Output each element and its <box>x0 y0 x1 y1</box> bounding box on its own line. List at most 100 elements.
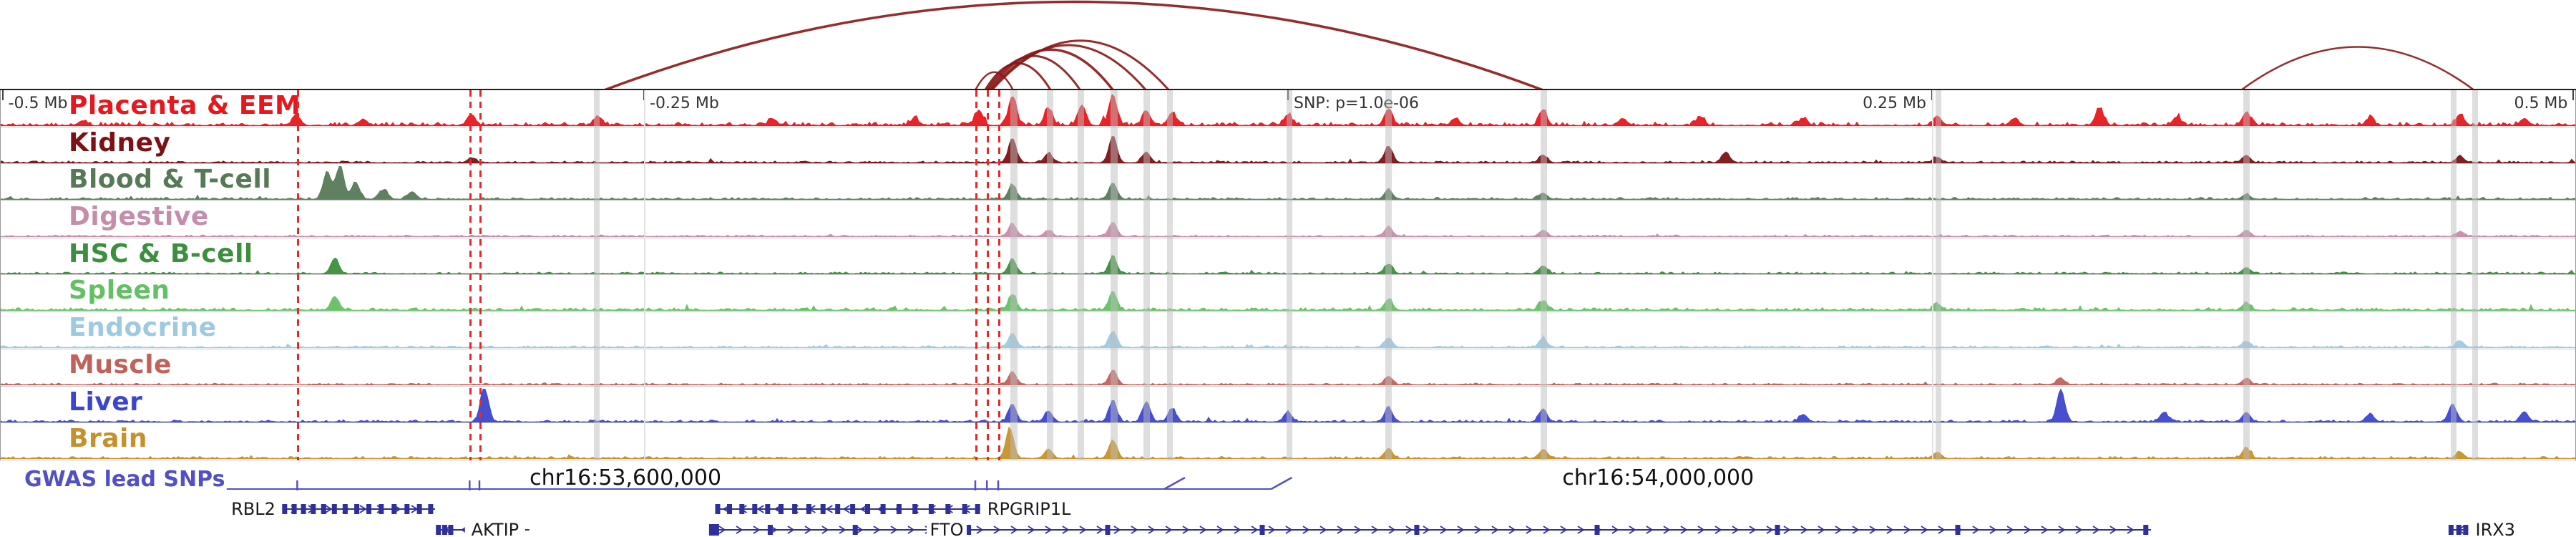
signal-plot <box>0 166 2576 200</box>
exon-box <box>1105 525 1111 535</box>
ruler-tick-label: -0.25 Mb <box>650 95 719 112</box>
exon-box <box>975 504 980 514</box>
strand-arrow-icon <box>1543 526 1551 534</box>
interaction-arc <box>2240 46 2475 90</box>
signal-area <box>0 387 2576 422</box>
strand-arrow-icon <box>325 505 333 513</box>
signal-area <box>0 291 2576 311</box>
strand-arrow-icon <box>1165 526 1173 534</box>
interaction-arc <box>603 0 1544 90</box>
strand-arrow-icon <box>1663 526 1671 534</box>
exon-box <box>321 504 326 514</box>
strand-arrow-icon <box>2127 526 2135 534</box>
coordinate-label: chr16:53,600,000 <box>530 465 721 490</box>
strand-arrow-icon <box>2092 526 2100 534</box>
ruler-tick <box>2572 90 2575 100</box>
strand-arrow-icon <box>1766 526 1774 534</box>
exon-box <box>765 504 771 514</box>
strand-arrow-icon <box>1045 526 1053 534</box>
strand-arrow-icon <box>2075 526 2083 534</box>
coordinate-label: chr16:54,000,000 <box>1562 465 1754 490</box>
gene-start-box <box>708 524 719 536</box>
exon-box <box>865 504 870 514</box>
signal-area <box>0 369 2576 385</box>
strand-arrow-icon <box>1886 526 1894 534</box>
strand-arrow-icon <box>825 505 833 513</box>
strand-arrow-icon <box>2058 526 2066 534</box>
signal-plot <box>0 426 2576 460</box>
strand-arrow-icon <box>1783 526 1791 534</box>
exon-box <box>436 525 441 535</box>
signal-plot <box>0 291 2576 311</box>
exon-box <box>727 504 732 514</box>
signal-area <box>0 94 2576 127</box>
gene-annotation-layer: chr16:53,600,000 chr16:54,000,000 RBL2 AKTI… <box>226 465 2515 537</box>
signal-plot <box>0 222 2576 238</box>
strand-arrow-icon <box>1405 526 1413 534</box>
strand-arrow-icon <box>1921 526 1928 534</box>
strand-arrow-icon <box>1354 526 1362 534</box>
gwas-lead-snps-label: GWAS lead SNPs <box>24 467 225 492</box>
exon-box <box>835 504 841 514</box>
strand-arrow-icon <box>1714 526 1722 534</box>
strand-arrow-icon <box>1302 526 1310 534</box>
track-label: Spleen <box>69 276 170 306</box>
gene-label: RBL2 <box>231 499 275 519</box>
track-label: Digestive <box>69 202 209 232</box>
strand-arrow-icon <box>859 505 867 513</box>
strand-arrow-icon <box>1131 526 1138 534</box>
ruler-tick-label: 0.5 Mb <box>2514 95 2568 112</box>
exon-box <box>366 504 371 514</box>
strand-arrow-icon <box>736 526 743 534</box>
track-label: Placenta & EEM <box>69 91 301 120</box>
track-row-hsc-b-cell: HSC & B-cell <box>0 238 2576 276</box>
exon-box <box>282 504 288 514</box>
strand-arrow-icon <box>873 526 881 534</box>
gene-aktip: AKTIP <box>436 520 530 537</box>
signal-area <box>0 254 2576 274</box>
strand-arrow-icon <box>1474 526 1482 534</box>
strand-arrow-icon <box>1319 526 1327 534</box>
strand-arrow-icon <box>1680 526 1688 534</box>
track-label: Liver <box>69 387 143 417</box>
strand-arrow-icon <box>1526 526 1533 534</box>
track-label: HSC & B-cell <box>69 238 253 268</box>
strand-arrow-icon <box>753 526 761 534</box>
strand-arrow-icon <box>1972 526 1980 534</box>
exon-box <box>806 504 811 514</box>
exon-box <box>767 525 773 535</box>
exon-box <box>945 504 951 514</box>
exon-box <box>354 504 360 514</box>
signal-plot <box>0 387 2576 422</box>
track-label: Muscle <box>69 349 172 379</box>
strand-arrow-icon <box>1062 526 1070 534</box>
exon-box <box>416 504 422 514</box>
strand-arrow-icon <box>1285 526 1293 534</box>
strand-arrow-icon <box>1268 526 1276 534</box>
track-row-digestive: Digestive <box>0 201 2576 238</box>
exon-box <box>301 504 306 514</box>
strand-arrow-icon <box>1938 526 1946 534</box>
exon-box <box>1414 525 1420 535</box>
exon-box <box>342 504 348 514</box>
gene-rpgrip1l: RPGRIP1L <box>715 499 1071 519</box>
exon-box <box>2448 525 2454 535</box>
strand-arrow-icon <box>718 526 726 534</box>
exon-box <box>291 504 297 514</box>
strand-arrow-icon <box>839 526 847 534</box>
gene-label-backdrop <box>927 521 967 537</box>
gene-label: RPGRIP1L <box>987 499 1071 519</box>
strand-arrow-icon <box>1440 526 1448 534</box>
track-row-placenta-eem: Placenta & EEM <box>0 90 2576 127</box>
exon-box <box>779 504 784 514</box>
exon-box <box>896 504 902 514</box>
ruler-tick-label: 0.25 Mb <box>1863 95 1926 112</box>
gene-rbl2: RBL2 <box>231 499 435 519</box>
ruler-tick-label: -0.5 Mb <box>8 95 68 112</box>
exon-box <box>852 525 858 535</box>
gene-label: IRX3 <box>2476 520 2515 537</box>
exon-box <box>404 504 410 514</box>
exon-box <box>966 525 972 535</box>
exon-box <box>792 504 798 514</box>
